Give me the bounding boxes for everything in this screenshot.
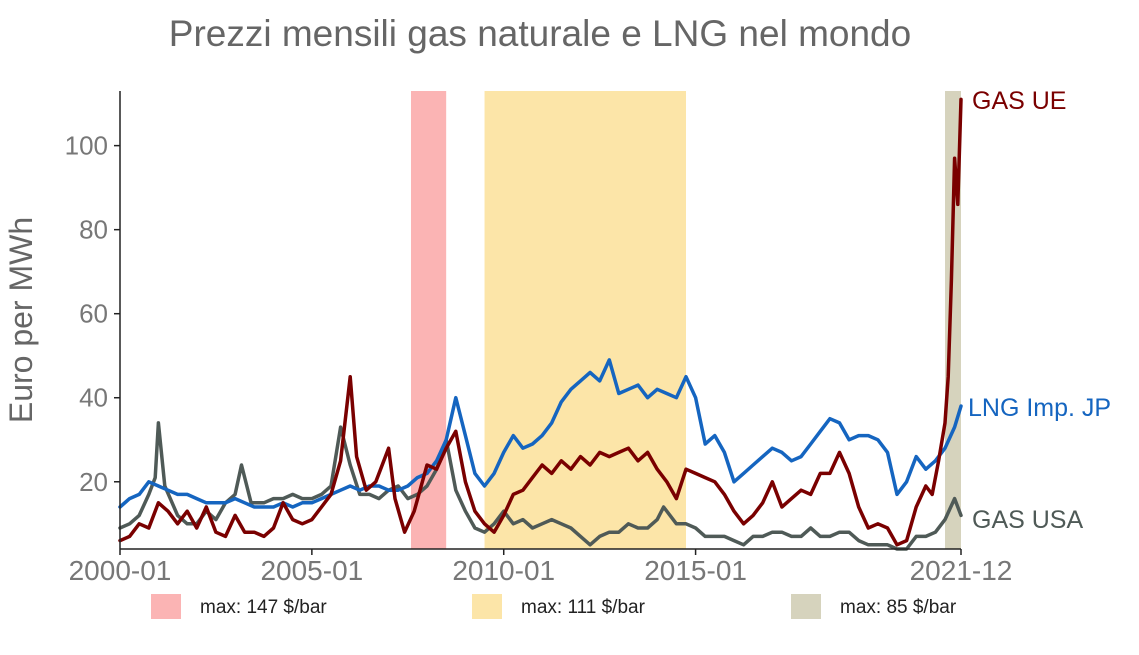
- y-tick-label: 40: [79, 383, 108, 413]
- series-line-gas-ue: [118, 97, 963, 547]
- series-line-lng-imp-jp: [118, 358, 963, 509]
- legend: max: 147 $/bar max: 111 $/bar max: 85 $/ba…: [151, 594, 957, 619]
- series-label-3: GAS USA: [972, 506, 1083, 534]
- y-tick-label: 60: [79, 299, 108, 329]
- legend-swatch-3: [791, 594, 821, 619]
- shaded-periods: [410, 91, 961, 549]
- x-ticks: 2000-01 2005-01 2010-01 2015-01 2021-12: [69, 549, 1013, 586]
- y-ticks: 20 40 60 80 100: [65, 131, 120, 497]
- x-tick-label: 2010-01: [452, 555, 555, 586]
- legend-swatch-1: [151, 594, 181, 619]
- y-axis-label: Euro per MWh: [3, 217, 39, 423]
- series-label-2: LNG Imp. JP: [968, 394, 1111, 422]
- series-line-gas-usa: [118, 421, 963, 551]
- shaded-band-2: [484, 91, 686, 549]
- series-lines: [118, 97, 963, 551]
- x-tick-label: 2021-12: [910, 555, 1013, 586]
- series-labels: GAS UE LNG Imp. JP GAS USA: [968, 87, 1111, 534]
- x-tick-label: 2015-01: [644, 555, 747, 586]
- series-label-1: GAS UE: [972, 87, 1066, 115]
- legend-swatch-2: [472, 594, 502, 619]
- y-tick-label: 20: [79, 467, 108, 497]
- chart-title: Prezzi mensili gas naturale e LNG nel mo…: [169, 13, 911, 54]
- y-tick-label: 80: [79, 215, 108, 245]
- x-tick-label: 2000-01: [69, 555, 172, 586]
- legend-label-3: max: 85 $/bar: [840, 597, 957, 618]
- legend-label-2: max: 111 $/bar: [521, 597, 646, 618]
- y-tick-label: 100: [65, 131, 108, 161]
- x-tick-label: 2005-01: [260, 555, 363, 586]
- legend-label-1: max: 147 $/bar: [200, 597, 327, 618]
